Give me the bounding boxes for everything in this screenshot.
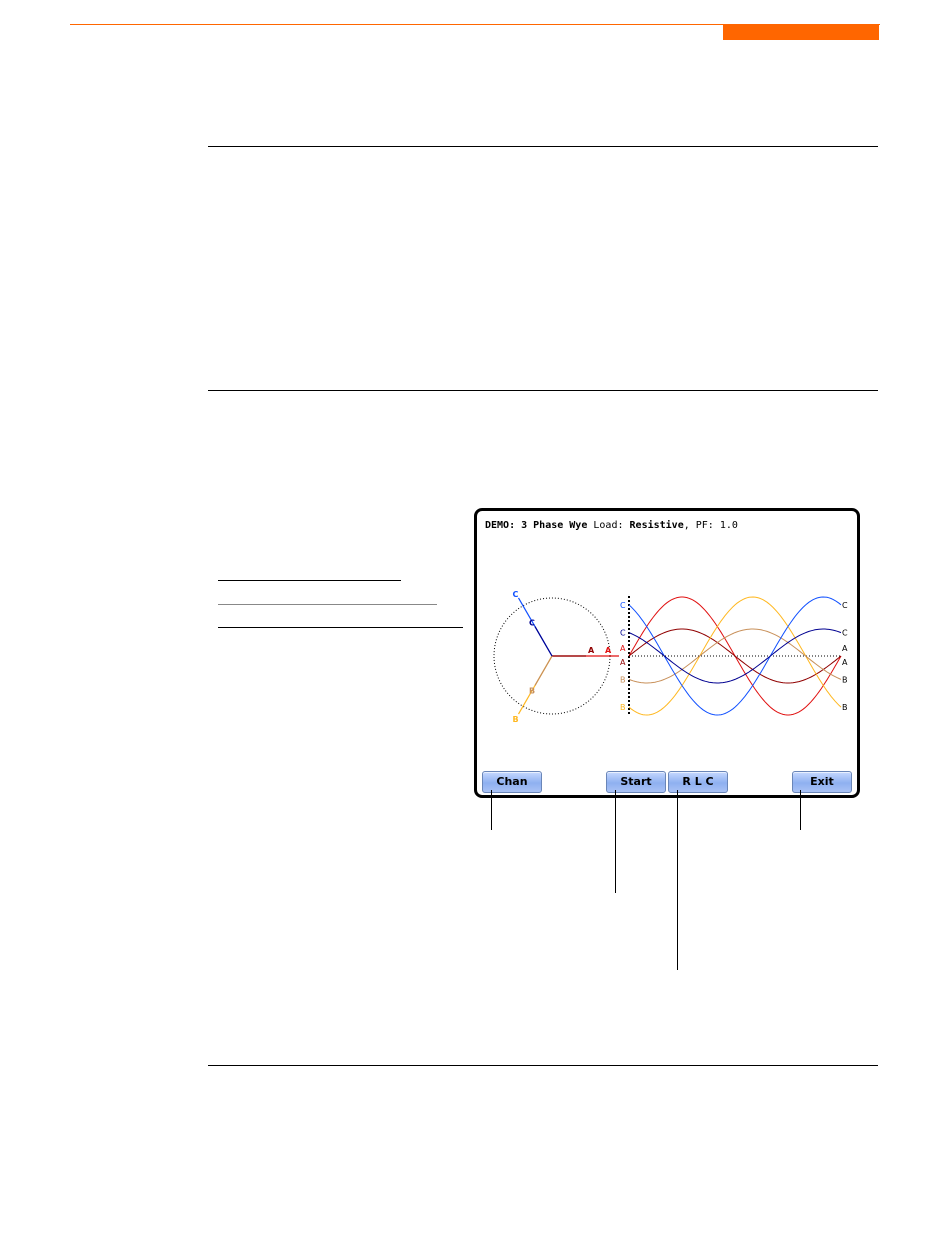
waveform-end-label-A: A (842, 644, 848, 653)
phasor-label-C: C (529, 619, 535, 628)
legend-line (218, 604, 437, 605)
waveform-current-B (628, 628, 842, 684)
waveform-start-label-A: A (620, 644, 626, 653)
pf-value: 1.0 (719, 520, 738, 531)
load-value: Resistive (629, 520, 684, 531)
screen-title: DEMO: 3 Phase Wye Load: Resistive, PF: 1… (485, 520, 738, 531)
callout-chan (491, 790, 492, 830)
callout-start (615, 790, 616, 893)
section-divider (208, 1065, 878, 1066)
load-label: Load: (593, 520, 624, 531)
waveform-start-label-C: C (620, 629, 626, 638)
waveform-start-label-C: C (620, 601, 626, 610)
waveform-current-C (628, 628, 842, 684)
callout-rlc (677, 790, 678, 970)
waveform-start-label-A: A (620, 658, 626, 667)
section-divider (208, 390, 878, 391)
header-line (70, 24, 880, 25)
waveform-current-A (628, 628, 842, 684)
start-button[interactable]: Start (606, 771, 666, 793)
legend-line (218, 627, 463, 628)
phasor-label-B: B (529, 686, 535, 695)
phasor-label-B: B (513, 715, 519, 724)
phasor-waveform-plot: A A AAA ABB BBB BCC CCC C (493, 590, 848, 724)
waveform-start-label-B: B (620, 703, 626, 712)
waveform-end-label-A: A (842, 658, 848, 667)
waveform-end-label-B: B (842, 675, 848, 684)
exit-button[interactable]: Exit (792, 771, 852, 793)
callout-exit (800, 790, 801, 830)
waveform-start-label-B: B (620, 675, 626, 684)
phasor-screen: DEMO: 3 Phase Wye Load: Resistive, PF: 1… (474, 508, 860, 798)
phasor-current-B (534, 655, 553, 686)
waveform-end-label-B: B (842, 703, 848, 712)
section-divider (208, 146, 878, 147)
phasor-label-C: C (513, 590, 519, 599)
mode-text: DEMO: 3 Phase Wye (485, 520, 588, 531)
phasor-label-A: A (588, 646, 595, 655)
chan-button[interactable]: Chan (482, 771, 542, 793)
waveform-end-label-C: C (842, 601, 848, 610)
waveform-end-label-C: C (842, 629, 848, 638)
header-tab (723, 24, 879, 40)
phasor-current-C (534, 626, 553, 657)
rlc-button[interactable]: R L C (668, 771, 728, 793)
legend-line (218, 580, 401, 581)
phasor-label-A: A (605, 646, 612, 655)
pf-label: , PF: (683, 520, 714, 531)
